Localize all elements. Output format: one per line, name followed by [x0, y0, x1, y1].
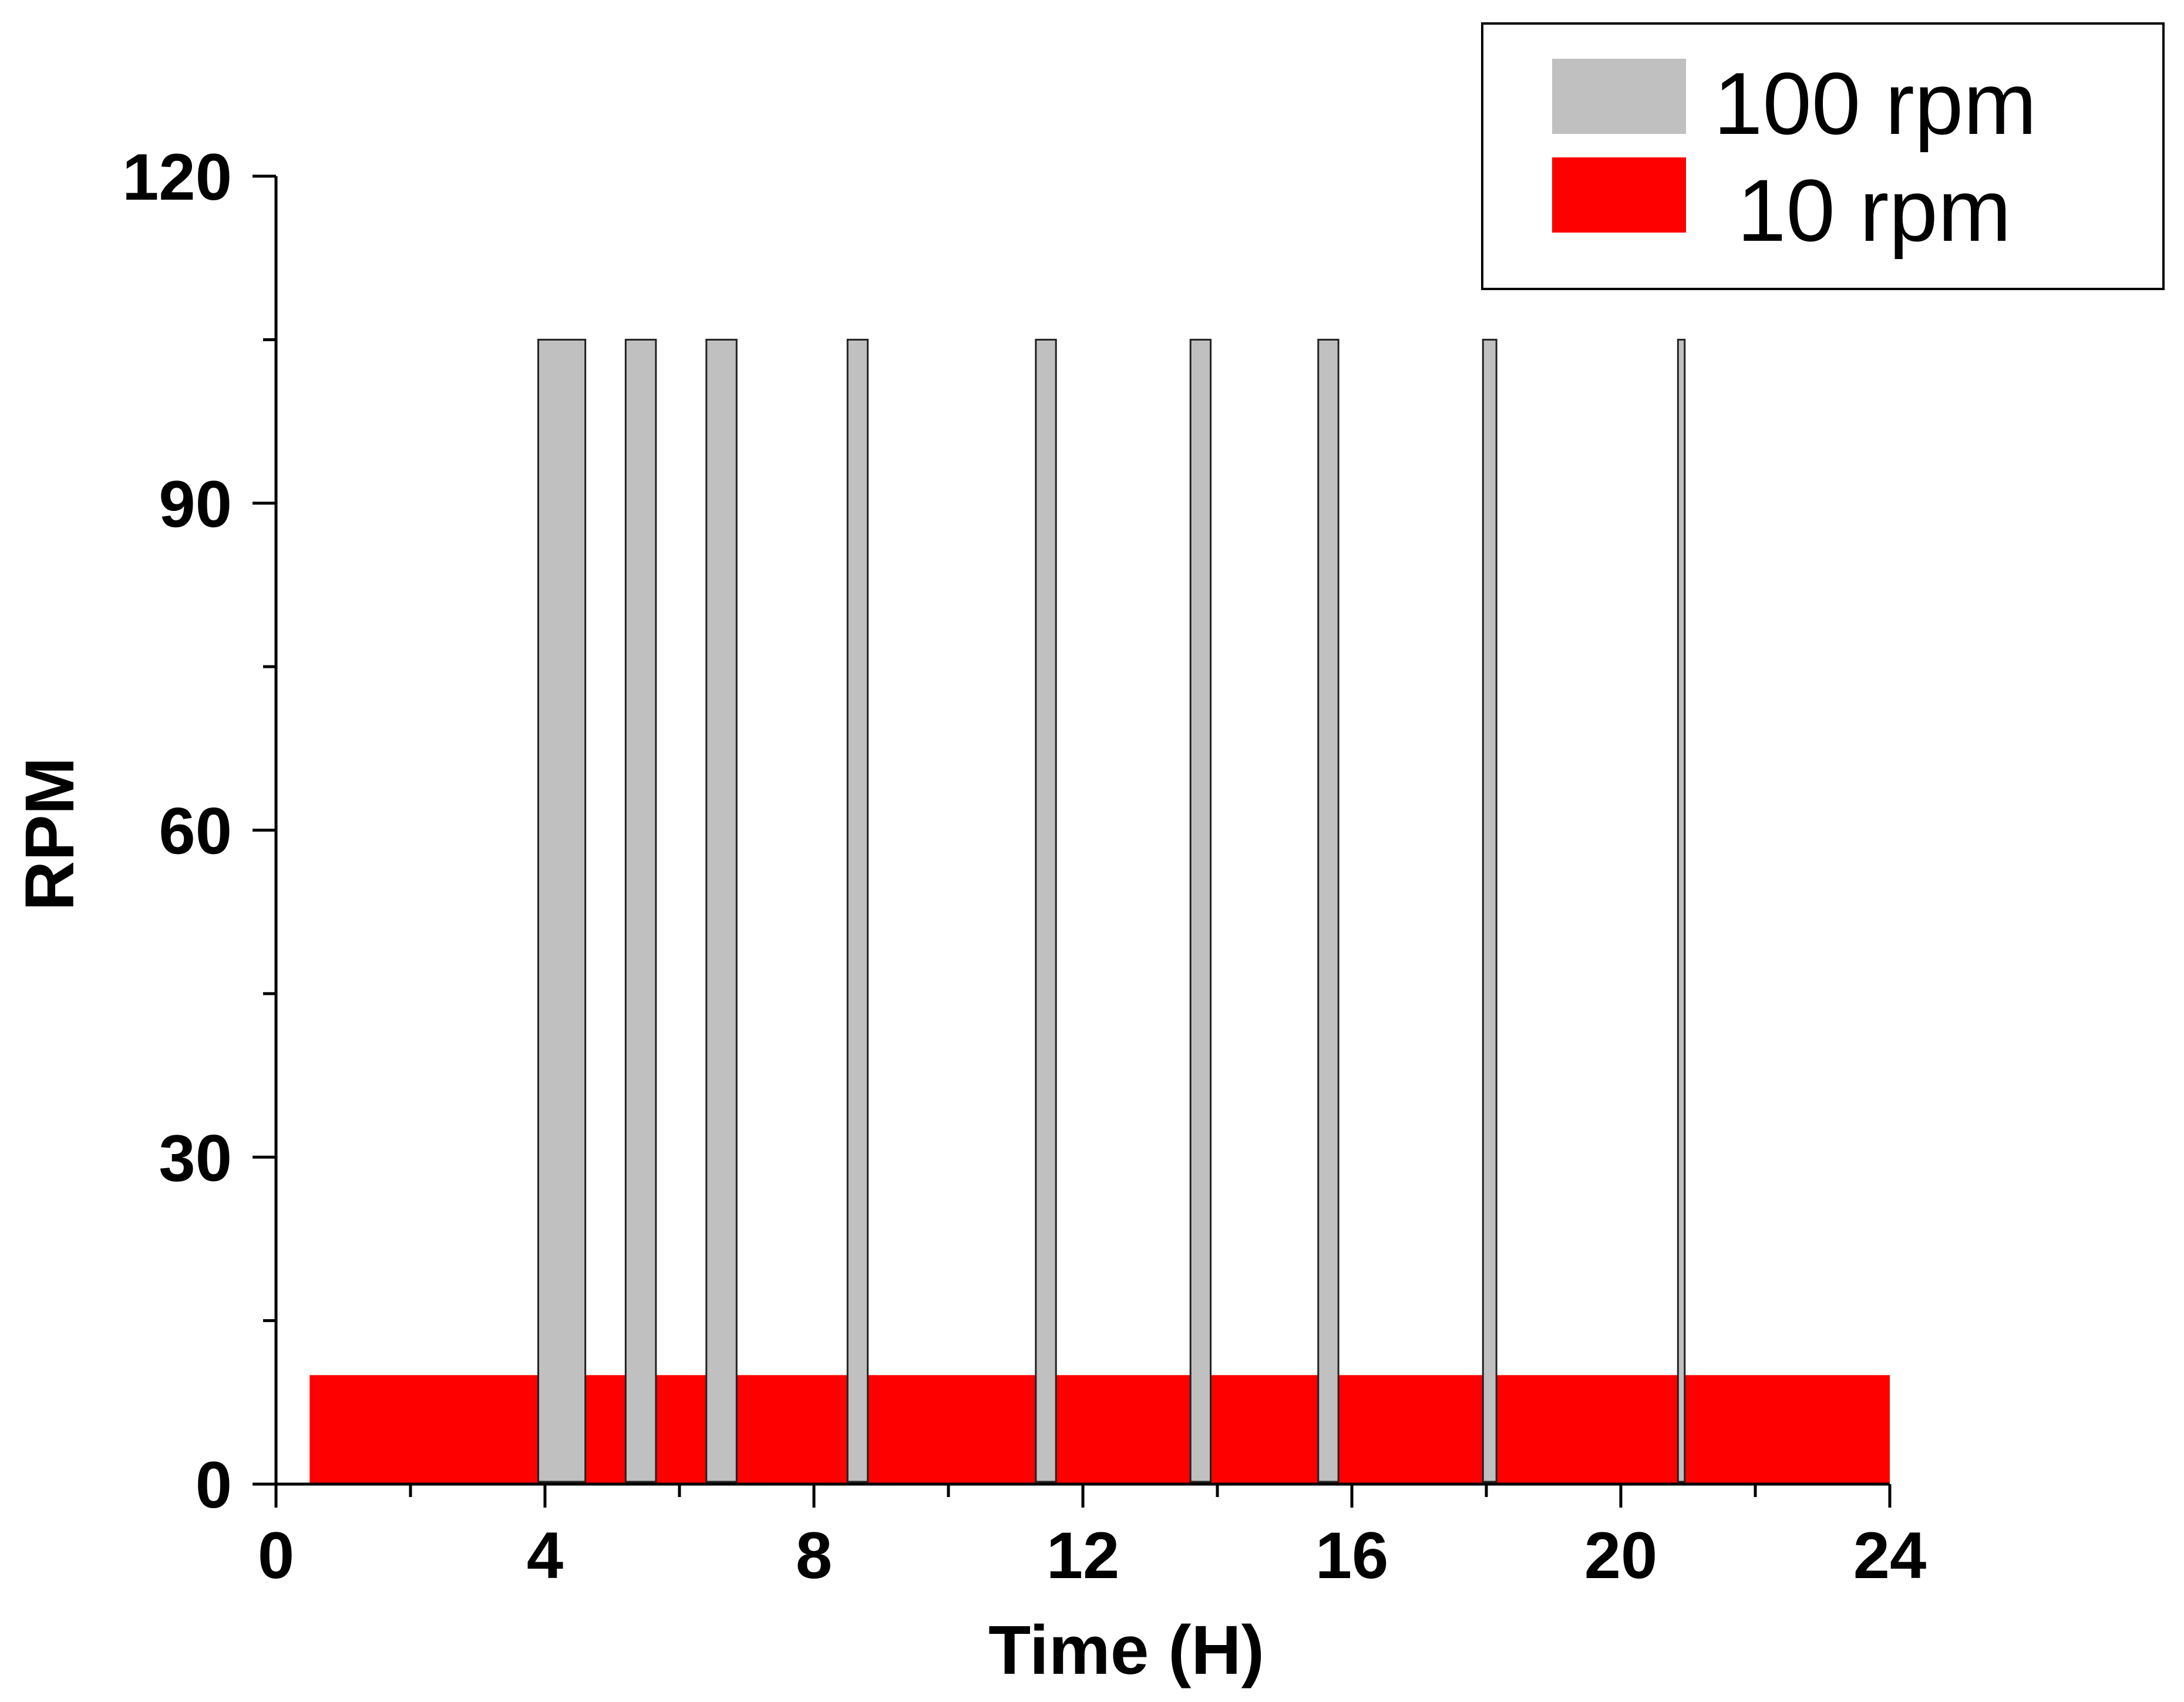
bar-100rpm-2	[705, 338, 738, 1483]
y-tick-label: 60	[159, 795, 232, 868]
legend-label-100rpm: 100 rpm	[1714, 54, 2037, 153]
bar-100rpm-4	[1035, 338, 1057, 1483]
y-tick-label: 120	[122, 140, 232, 214]
x-tick-label: 16	[1315, 1519, 1389, 1592]
legend: 100 rpm 10 rpm	[1481, 22, 2165, 290]
bar-100rpm-3	[846, 338, 869, 1483]
bar-100rpm-0	[537, 338, 587, 1483]
x-tick-label: 20	[1584, 1519, 1658, 1592]
x-tick-label: 4	[527, 1519, 563, 1592]
axes	[253, 174, 1892, 1508]
series-100rpm-bars	[537, 338, 1686, 1483]
bar-100rpm-1	[624, 338, 657, 1483]
legend-label-10rpm: 10 rpm	[1737, 161, 2011, 260]
legend-swatch-100rpm	[1552, 59, 1686, 134]
y-tick-label: 30	[159, 1121, 232, 1195]
x-tick-label: 12	[1046, 1519, 1120, 1592]
y-axis-title: RPM	[11, 757, 89, 911]
y-tick-label: 0	[196, 1448, 232, 1522]
legend-swatch-10rpm	[1552, 157, 1686, 233]
y-tick-label: 90	[159, 467, 232, 541]
bar-100rpm-8	[1677, 338, 1686, 1483]
bar-100rpm-6	[1317, 338, 1340, 1483]
x-tick-label: 8	[796, 1519, 832, 1592]
x-tick-label: 0	[258, 1519, 294, 1592]
x-tick-label: 24	[1853, 1519, 1927, 1592]
x-axis-title: Time (H)	[988, 1612, 1264, 1689]
bar-100rpm-5	[1189, 338, 1212, 1483]
bar-100rpm-7	[1482, 338, 1497, 1483]
tick-labels: 0 4 8 12 16 20 24 0 30 60 90 120	[122, 140, 1926, 1592]
